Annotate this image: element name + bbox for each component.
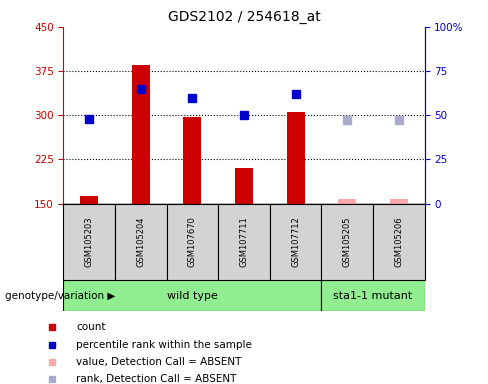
Bar bbox=[218, 204, 270, 280]
Bar bbox=[390, 199, 408, 204]
Text: GSM105204: GSM105204 bbox=[136, 217, 145, 267]
Title: GDS2102 / 254618_at: GDS2102 / 254618_at bbox=[167, 10, 321, 25]
Bar bbox=[286, 112, 305, 204]
Bar bbox=[373, 204, 425, 280]
Text: GSM107712: GSM107712 bbox=[291, 217, 300, 267]
Bar bbox=[166, 204, 218, 280]
Bar bbox=[338, 199, 356, 204]
Text: GSM107711: GSM107711 bbox=[240, 217, 248, 267]
Text: percentile rank within the sample: percentile rank within the sample bbox=[76, 339, 252, 349]
Bar bbox=[63, 204, 115, 280]
Text: rank, Detection Call = ABSENT: rank, Detection Call = ABSENT bbox=[76, 374, 237, 384]
Bar bbox=[322, 204, 373, 280]
Text: value, Detection Call = ABSENT: value, Detection Call = ABSENT bbox=[76, 357, 242, 367]
Bar bbox=[183, 117, 202, 204]
Bar bbox=[115, 204, 166, 280]
Text: GSM105205: GSM105205 bbox=[343, 217, 352, 267]
Bar bbox=[132, 65, 150, 204]
Bar bbox=[270, 204, 322, 280]
Text: GSM105203: GSM105203 bbox=[85, 217, 94, 267]
Text: count: count bbox=[76, 322, 106, 332]
Bar bbox=[235, 168, 253, 204]
Text: wild type: wild type bbox=[167, 291, 218, 301]
Bar bbox=[63, 280, 322, 311]
Text: sta1-1 mutant: sta1-1 mutant bbox=[333, 291, 412, 301]
Text: GSM105206: GSM105206 bbox=[394, 217, 403, 267]
Text: GSM107670: GSM107670 bbox=[188, 217, 197, 267]
Text: genotype/variation ▶: genotype/variation ▶ bbox=[5, 291, 115, 301]
Bar bbox=[322, 280, 425, 311]
Bar bbox=[80, 197, 98, 204]
